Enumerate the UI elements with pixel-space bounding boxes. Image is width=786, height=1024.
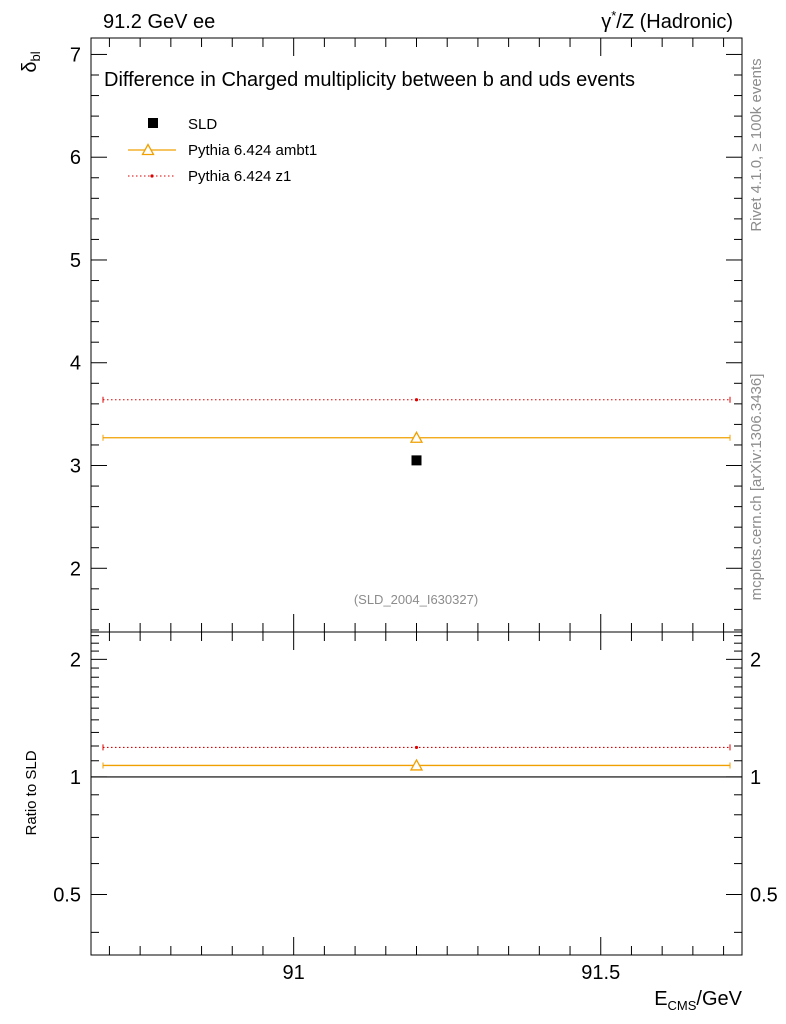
- x-axis-label: ECMS/GeV: [654, 988, 742, 1013]
- ambt1-data-point: [409, 430, 424, 443]
- ratio-z1-point: [414, 745, 419, 750]
- ratio-panel: Ratio to SLD ECMS/GeV 0.5 0.5 1 1 2 2 91 91.5: [23, 38, 778, 1013]
- ratio-y-tick-label: 2: [70, 649, 81, 671]
- x-axis-label-sub: CMS: [668, 998, 697, 1013]
- x-axis-label-main: E: [654, 988, 667, 1010]
- plot-title: Difference in Charged multiplicity betwe…: [104, 69, 635, 91]
- main-y-tick-label: 6: [70, 147, 81, 169]
- ratio-y-tick-label: 1: [70, 767, 81, 789]
- header-process-rest: /Z (Hadronic): [616, 11, 733, 33]
- main-y-tick-label: 5: [70, 250, 81, 272]
- main-y-tick-label: 3: [70, 456, 81, 478]
- x-ticks: 91 91.5: [108, 38, 725, 984]
- legend: SLD Pythia 6.424 ambt1 Pythia 6.424 z1: [128, 116, 317, 185]
- ratio-y-axis-label: Ratio to SLD: [23, 750, 40, 835]
- header-process-label: γ*/Z (Hadronic): [601, 8, 733, 33]
- mcplots-label: mcplots.cern.ch [arXiv:1306.3436]: [748, 374, 765, 601]
- ratio-series-layer: [91, 744, 742, 778]
- header-energy-label: 91.2 GeV ee: [103, 11, 215, 33]
- legend-label-ambt1: Pythia 6.424 ambt1: [188, 142, 317, 159]
- rivet-version-label: Rivet 4.1.0, ≥ 100k events: [748, 58, 765, 231]
- legend-marker-sld: [148, 118, 158, 128]
- x-axis-label-suffix: /GeV: [696, 988, 742, 1010]
- ratio-y-tick-label-right: 0.5: [750, 885, 778, 907]
- x-tick-label: 91: [283, 962, 305, 984]
- ratio-y-tick-label: 0.5: [53, 885, 81, 907]
- ratio-panel-frame: [90, 631, 743, 956]
- main-y-tick-label: 2: [70, 558, 81, 580]
- main-y-ticks: 2 3 4 5 6 7: [70, 44, 742, 631]
- sld-data-point: [411, 455, 422, 466]
- legend-marker-z1: [150, 174, 154, 178]
- watermark-label: (SLD_2004_I630327): [354, 592, 478, 607]
- header-process-gamma: γ: [601, 11, 611, 33]
- header-process-sup: *: [611, 8, 616, 23]
- ratio-y-tick-label-right: 2: [750, 649, 761, 671]
- main-series-layer: [102, 396, 731, 466]
- ratio-y-tick-label-right: 1: [750, 767, 761, 789]
- legend-marker-ambt1: [141, 143, 155, 156]
- main-y-axis-label-sub: bl: [28, 51, 43, 61]
- ratio-y-ticks: 0.5 0.5 1 1 2 2: [53, 635, 778, 933]
- main-y-tick-label: 4: [70, 353, 81, 375]
- x-tick-label: 91.5: [581, 962, 620, 984]
- legend-label-sld: SLD: [188, 116, 217, 133]
- z1-data-point: [414, 398, 419, 402]
- main-y-tick-label: 7: [70, 44, 81, 66]
- ratio-ambt1-point: [409, 758, 424, 771]
- legend-label-z1: Pythia 6.424 z1: [188, 168, 291, 185]
- main-y-axis-label-main: δ: [19, 61, 41, 72]
- main-panel: Difference in Charged multiplicity betwe…: [19, 37, 743, 633]
- main-y-axis-label: δbl: [19, 51, 43, 72]
